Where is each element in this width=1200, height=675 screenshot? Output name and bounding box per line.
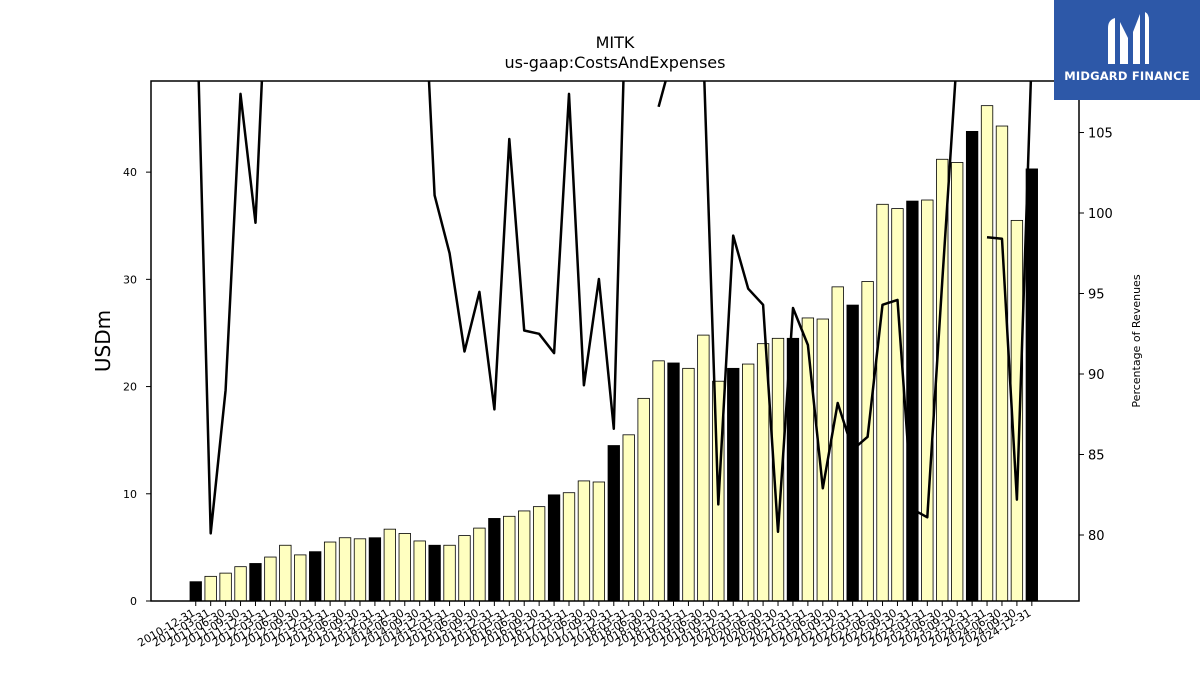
bar xyxy=(323,541,337,602)
line-layer xyxy=(197,81,1033,535)
bar xyxy=(294,554,307,602)
bar xyxy=(413,540,426,602)
bar xyxy=(204,575,217,602)
chart-subtitle: us-gaap:CostsAndExpenses xyxy=(505,53,726,72)
bar xyxy=(383,528,396,602)
bar xyxy=(577,480,591,602)
bar xyxy=(637,397,650,602)
bar xyxy=(518,510,531,602)
bar xyxy=(622,434,635,602)
bar xyxy=(727,367,740,602)
bar xyxy=(219,572,232,602)
bar xyxy=(667,362,680,602)
x-axis: 2010-12-312011-03-312011-06-302011-09-30… xyxy=(135,601,1033,650)
bar xyxy=(921,199,934,602)
bar xyxy=(562,492,576,602)
y-tick-label: 30 xyxy=(123,273,137,286)
bar xyxy=(801,317,815,602)
bar xyxy=(742,363,755,602)
y2-axis-label: Percentage of Revenues xyxy=(1130,274,1143,407)
bar xyxy=(891,208,904,602)
bar xyxy=(353,538,367,602)
bar xyxy=(1025,168,1038,602)
y2-tick-label: 80 xyxy=(1088,529,1105,544)
midgard-m-mark-icon xyxy=(1108,12,1149,64)
y2-tick-label: 95 xyxy=(1088,288,1105,303)
logo-text: MIDGARD FINANCE xyxy=(1064,69,1190,83)
bar xyxy=(906,200,919,602)
percentage-line xyxy=(197,81,1033,535)
bar xyxy=(831,286,844,602)
bar xyxy=(189,581,202,602)
bar xyxy=(592,481,606,602)
y2-tick-label: 90 xyxy=(1088,368,1105,383)
bar xyxy=(368,537,382,602)
bar xyxy=(965,130,979,602)
bar xyxy=(398,533,411,602)
bars-layer xyxy=(189,105,1038,602)
bar xyxy=(995,125,1009,602)
bar xyxy=(846,304,859,602)
y-tick-label: 0 xyxy=(130,595,137,608)
bar xyxy=(503,515,516,602)
bar xyxy=(980,105,994,602)
bar xyxy=(443,544,456,602)
y2-tick-label: 85 xyxy=(1088,448,1105,463)
midgard-finance-logo: MIDGARD FINANCE xyxy=(1054,0,1200,100)
y-tick-label: 10 xyxy=(123,488,137,501)
y2-tick-label: 105 xyxy=(1088,127,1113,142)
bar xyxy=(951,162,964,602)
chart-title: MITK xyxy=(596,33,635,52)
y-tick-label: 20 xyxy=(123,381,137,394)
bar xyxy=(234,566,247,602)
bar xyxy=(532,506,546,602)
bar xyxy=(652,360,665,602)
bar xyxy=(607,445,620,602)
y-axis-label: USDm xyxy=(91,310,115,372)
bar xyxy=(547,494,561,602)
bar xyxy=(876,203,889,602)
bar xyxy=(309,551,322,602)
bar xyxy=(458,535,471,602)
y-tick-label: 40 xyxy=(123,166,137,179)
bar xyxy=(279,544,292,602)
right-axis: 80 85 90 95 100 105 xyxy=(1079,127,1113,544)
bar xyxy=(697,334,710,602)
bar xyxy=(473,527,486,602)
plot-frame xyxy=(150,80,1080,602)
bar xyxy=(488,518,501,602)
bar xyxy=(428,544,441,602)
y2-tick-label: 100 xyxy=(1088,207,1113,222)
left-axis: 0 10 20 30 40 xyxy=(123,166,151,608)
bar xyxy=(264,556,277,602)
bar xyxy=(249,563,262,602)
bar xyxy=(682,367,695,602)
bar xyxy=(338,537,352,602)
